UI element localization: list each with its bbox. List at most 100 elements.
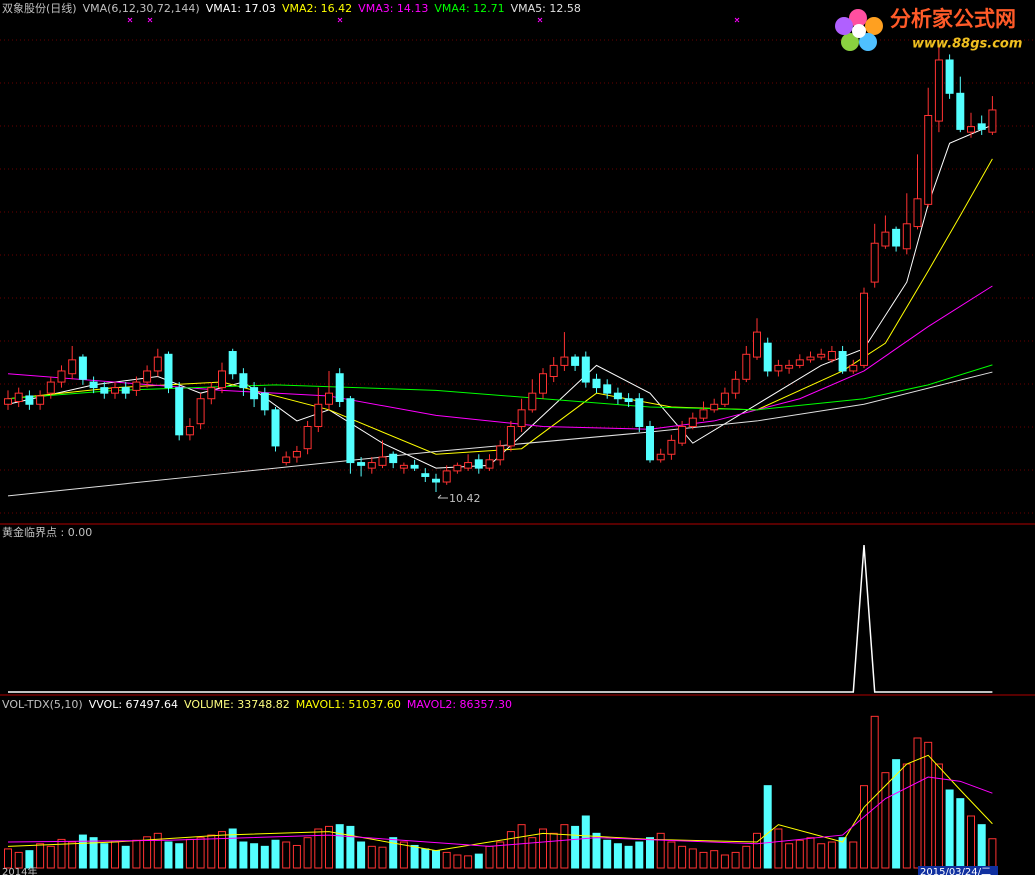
candle-body [57, 370, 66, 383]
date-label: 2014年 [2, 865, 37, 875]
candle-body [4, 398, 12, 405]
volume-bar [624, 845, 633, 869]
volume-bar [164, 841, 173, 869]
volume-bar [967, 815, 975, 869]
candle-body [924, 115, 933, 205]
volume-bar [89, 837, 98, 869]
candle-body [817, 353, 826, 358]
header-item: VMA1: 17.03 [206, 2, 276, 15]
header-item: MAVOL2: 86357.30 [407, 698, 512, 711]
candle-body [260, 392, 269, 411]
volume-bar [571, 825, 580, 869]
candle-body [945, 59, 954, 94]
volume-bar [153, 832, 162, 869]
volume-bar [892, 759, 901, 869]
volume-bar [57, 838, 66, 869]
candle-body [357, 462, 366, 466]
candle-body [46, 381, 55, 394]
volume-bar [175, 843, 184, 869]
candle-body [496, 445, 505, 461]
candle-body [325, 392, 333, 405]
volume-bar [282, 841, 291, 869]
volume-bar [934, 763, 943, 869]
candle-body [378, 456, 387, 466]
header-item: 黄金临界点 : 0.00 [2, 525, 92, 539]
volume-bar [774, 828, 783, 869]
ma-line [7, 776, 993, 847]
volume-bar [753, 832, 761, 869]
candle-body [870, 242, 879, 283]
volume-bar [453, 854, 462, 869]
ma-line [7, 364, 993, 411]
volume-bar [785, 843, 794, 869]
volume-bar [250, 843, 259, 869]
candle-body [207, 387, 216, 400]
candle-body [774, 364, 783, 372]
candle-body [613, 392, 622, 400]
volume-bar [539, 828, 547, 869]
candle-body [988, 109, 997, 133]
volume-bar [389, 837, 398, 869]
annotation-arrow [437, 494, 442, 499]
candle-body [913, 198, 922, 228]
volume-bar [945, 789, 954, 869]
volume-bar [860, 785, 868, 869]
volume-bar [710, 850, 719, 869]
volume-bar [271, 839, 280, 869]
site-url: www.88gs.com [912, 37, 1022, 52]
date-label: 2015/03/24/二 [920, 867, 991, 875]
candle-body [389, 453, 398, 464]
volume-bar [421, 848, 430, 869]
volume-bar [667, 841, 676, 869]
candle-body [967, 126, 975, 133]
volume-bar [795, 839, 804, 869]
candle-body [432, 478, 440, 483]
candle-body [753, 331, 761, 358]
candle-body [367, 462, 376, 469]
volume-bar [806, 837, 815, 869]
candle-body [539, 373, 547, 394]
volume-bar [528, 837, 537, 869]
volume-bar [881, 772, 890, 869]
candle-body [185, 425, 194, 436]
candle-body [239, 373, 248, 389]
volume-bar [292, 844, 301, 869]
volume-bar [603, 839, 612, 869]
header-item: VMA5: 12.58 [511, 2, 581, 15]
candle-body [25, 395, 34, 405]
header-item: VMA4: 12.71 [434, 2, 504, 15]
candle-body [603, 384, 612, 394]
candle-body [977, 123, 986, 130]
volume-bar [913, 737, 922, 869]
volume-bar [367, 845, 376, 869]
signal-line [8, 544, 993, 693]
candle-body [635, 398, 644, 427]
volume-bar [849, 841, 858, 869]
header-item: 双象股份(日线) [2, 1, 77, 15]
candle-body [78, 356, 87, 380]
header-item: VMA(6,12,30,72,144) [83, 2, 200, 15]
candle-body [399, 464, 408, 469]
candle-body [111, 387, 119, 394]
volume-bar [560, 824, 569, 869]
candle-body [742, 353, 751, 380]
volume-bar [68, 841, 77, 869]
volume-bar [260, 845, 269, 869]
header-item: MAVOL1: 51037.60 [296, 698, 401, 711]
candle-body [667, 439, 676, 455]
volume-bar [924, 741, 933, 869]
volume-bar [399, 841, 408, 869]
ma-line [7, 754, 993, 852]
candle-body [218, 370, 226, 389]
candle-body [656, 453, 665, 461]
header-item: VMA2: 16.42 [282, 2, 352, 15]
candle-body [860, 292, 868, 366]
candle-body [731, 378, 740, 394]
volume-bar [207, 834, 216, 869]
volume-bar [325, 825, 333, 869]
volume-bar [78, 834, 87, 869]
top-markers [127, 17, 740, 23]
candle-body [549, 364, 558, 378]
volume-bar [14, 851, 23, 869]
